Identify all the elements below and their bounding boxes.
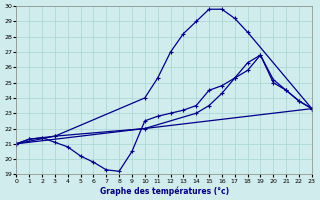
X-axis label: Graphe des températures (°c): Graphe des températures (°c) <box>100 186 229 196</box>
